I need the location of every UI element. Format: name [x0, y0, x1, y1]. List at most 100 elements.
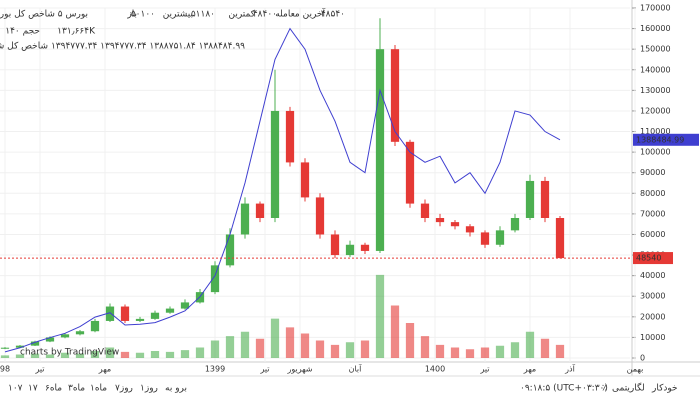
- volume-bar: [270, 318, 280, 358]
- x-tick-label: تیر: [34, 365, 44, 374]
- candle-body: [240, 203, 250, 235]
- candle-body: [30, 341, 40, 346]
- volume-bar: [405, 323, 415, 358]
- y-tick-label: 80000: [640, 189, 665, 198]
- x-tick-label: شهریور: [286, 365, 312, 374]
- candle-body: [450, 222, 460, 227]
- candle-body: [165, 308, 175, 313]
- candle-body: [105, 306, 115, 321]
- x-tick-label: آبان: [349, 364, 363, 374]
- last-price-box: [633, 252, 673, 265]
- candle-body: [180, 302, 190, 309]
- last: ۴۸۵۴۰: [321, 10, 345, 20]
- y-tick-label: 170000: [640, 4, 671, 13]
- volume-label: حجم ۱۴۰: [5, 27, 40, 37]
- y-tick-label: 60000: [640, 230, 665, 239]
- volume-bar: [390, 305, 400, 358]
- volume-bar: [45, 354, 55, 358]
- x-tick-label: بهمن: [627, 365, 644, 374]
- range[interactable]: ۱ماه: [90, 384, 107, 394]
- candle-body: [15, 345, 25, 348]
- volume-bar: [285, 327, 295, 358]
- range[interactable]: ۱۰۷: [8, 384, 23, 394]
- y-tick-label: 120000: [640, 106, 671, 115]
- volume-bar: [255, 338, 265, 358]
- index-line: [4, 27, 561, 353]
- candle-body: [150, 312, 160, 319]
- candle-body: [255, 203, 265, 218]
- time: ۰۹:۱۸:۵ (UTC+۰۳:۳۰): [520, 384, 608, 394]
- candle-body: [135, 318, 145, 321]
- candle-body: [525, 180, 535, 218]
- x-tick-label: 1400: [425, 365, 445, 374]
- volume-bar: [345, 342, 355, 358]
- volume-bar: [240, 331, 250, 358]
- candle-body: [555, 218, 565, 259]
- candle-body: [465, 226, 475, 233]
- go-to[interactable]: برو به: [165, 384, 187, 394]
- index-price-box: [633, 133, 699, 146]
- bottom-bar: ۱۰۷ ۱۷ ۶ماه ۳ماه ۱ماه ۷روز ۱روز برو به ۰…: [0, 375, 700, 394]
- y-tick-label: 40000: [640, 271, 665, 280]
- x-tick-label: تیر: [479, 365, 489, 374]
- open: ۵۰۱۰۰: [131, 10, 155, 20]
- candle-body: [330, 234, 340, 256]
- branding: charts by TradingView: [20, 348, 119, 358]
- range[interactable]: ۶ماه: [45, 384, 62, 394]
- y-tick-label: 20000: [640, 312, 665, 321]
- candle-body: [270, 110, 280, 218]
- x-tick-label: 1399: [205, 365, 225, 374]
- volume-bar: [210, 340, 220, 358]
- volume-bar: [525, 331, 535, 358]
- candle-body: [510, 218, 520, 231]
- range[interactable]: ۷روز: [115, 384, 133, 394]
- range[interactable]: ۱روز: [140, 384, 158, 394]
- candle-body: [75, 331, 85, 335]
- candle-body: [285, 110, 295, 163]
- low-label: کمترین: [228, 10, 255, 20]
- candle-body: [420, 203, 430, 218]
- volume-bar: [180, 350, 190, 358]
- volume-bar: [375, 274, 385, 358]
- candle-body: [435, 218, 445, 223]
- volume-bar: [300, 333, 310, 358]
- y-tick-label: 110000: [640, 127, 671, 136]
- volume-bar: [15, 354, 25, 358]
- volume-bar: [0, 355, 10, 358]
- y-tick-label: 70000: [640, 209, 665, 218]
- symbol: بورس ۵ شاخص کل بورس ایران: [0, 10, 88, 20]
- volume-bar: [135, 352, 145, 358]
- y-tick-label: 10000: [640, 333, 665, 342]
- volume-bar: [150, 351, 160, 358]
- x-tick-label: تیر: [259, 365, 269, 374]
- auto-toggle[interactable]: خودکار: [651, 384, 678, 394]
- candle-body: [225, 234, 235, 266]
- last-label: آخرین معامله: [275, 8, 325, 20]
- volume-bar: [480, 347, 490, 358]
- x-tick-label: مهر: [523, 365, 536, 374]
- y-tick-label: 130000: [640, 86, 671, 95]
- volume-bar: [30, 353, 40, 358]
- y-tick-label: 150000: [640, 45, 671, 54]
- x-tick-label: آذر: [564, 364, 575, 374]
- candle-body: [360, 244, 370, 251]
- candle-body: [90, 320, 100, 332]
- volume-bar: [120, 351, 130, 358]
- candle-body: [345, 244, 355, 256]
- index-ohlc: ۱۳۹۴۷۷۷.۳۴ ۱۳۹۴۷۷۷.۳۴ ۱۳۸۸۷۵۱.۸۴ ۱۳۸۸۴۸۴…: [51, 42, 245, 52]
- volume-bar: [540, 338, 550, 358]
- percent[interactable]: ٪: [602, 384, 607, 394]
- volume-bar: [60, 352, 70, 358]
- log-toggle[interactable]: لگاریتمی: [612, 382, 645, 394]
- y-tick-label: 100000: [640, 148, 671, 157]
- volume: ۱۳۱٫۶۶۴K: [57, 27, 96, 37]
- candle-body: [300, 162, 310, 198]
- high-label: بیشترین: [163, 10, 193, 20]
- range[interactable]: ۳ماه: [68, 384, 85, 394]
- y-tick-label: 160000: [640, 24, 671, 33]
- volume-bar: [330, 344, 340, 358]
- volume-bar: [450, 347, 460, 358]
- range[interactable]: ۱۷: [28, 384, 38, 394]
- volume-bar: [225, 336, 235, 358]
- volume-bar: [195, 347, 205, 358]
